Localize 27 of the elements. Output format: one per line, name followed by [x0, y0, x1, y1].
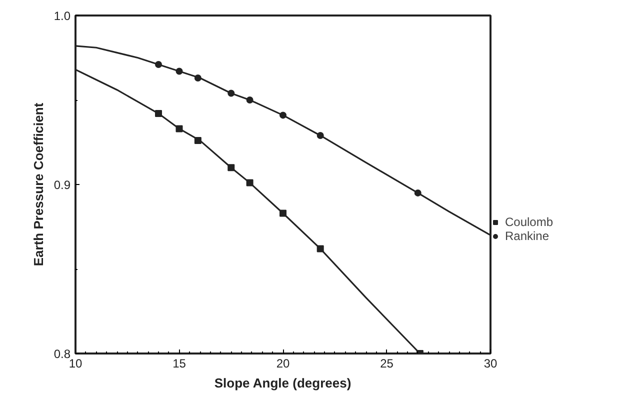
- x-axis-title: Slope Angle (degrees): [214, 376, 352, 390]
- point: [246, 96, 254, 104]
- point: [155, 110, 162, 118]
- point: [316, 132, 324, 139]
- x-tick-label: 30: [484, 356, 498, 370]
- point: [414, 189, 422, 196]
- point: [194, 74, 202, 82]
- point: [280, 210, 286, 217]
- point: [228, 90, 235, 97]
- point: [280, 112, 286, 119]
- x-tick-label: 15: [172, 356, 186, 370]
- legend-label: Rankine: [505, 229, 550, 243]
- x-tick-label: 10: [68, 356, 82, 370]
- y-axis-title: Earth Pressure Coefficient: [30, 102, 46, 266]
- x-tick-label: 25: [380, 356, 394, 370]
- point: [316, 245, 324, 252]
- point: [194, 137, 202, 144]
- point: [176, 68, 183, 75]
- y-tick-label: 0.8: [54, 347, 71, 361]
- point: [228, 164, 235, 172]
- point: [246, 179, 254, 186]
- y-tick-label: 0.9: [54, 178, 71, 192]
- point: [176, 125, 183, 132]
- y-tick-label: 1.0: [54, 9, 71, 23]
- x-tick-label: 20: [276, 356, 290, 370]
- point: [155, 61, 162, 68]
- legend-label: Coulomb: [505, 215, 554, 229]
